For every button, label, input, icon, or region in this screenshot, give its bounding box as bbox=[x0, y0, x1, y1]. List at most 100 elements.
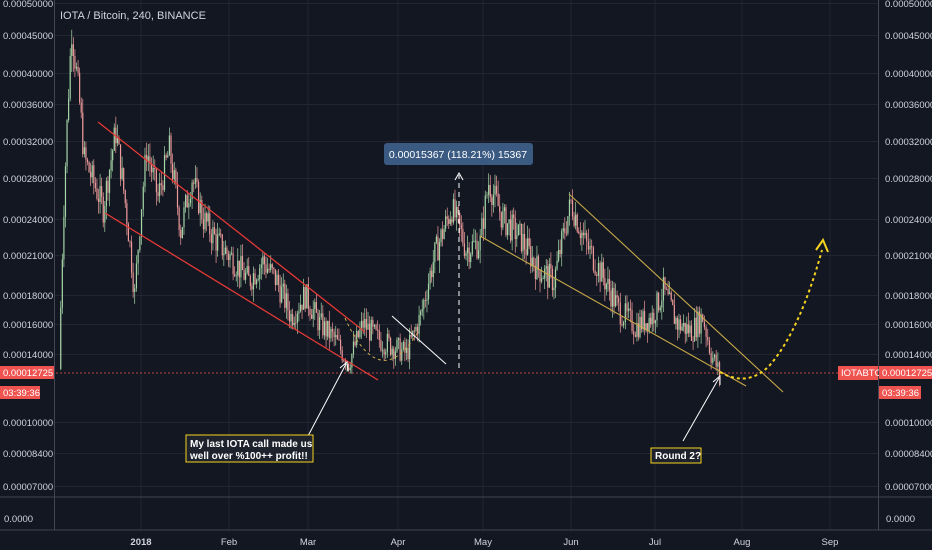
candle-body bbox=[571, 200, 574, 217]
candle-body bbox=[712, 357, 714, 363]
gold-channel-upper[interactable] bbox=[568, 193, 784, 393]
y-tick-label: 0.00028000 bbox=[3, 174, 53, 185]
indicator-tick-left: 0.0000 bbox=[4, 514, 33, 525]
candle-body bbox=[562, 228, 564, 232]
candle-body bbox=[246, 266, 248, 273]
candle-body bbox=[183, 207, 185, 228]
y-tick-label: 0.00014000 bbox=[3, 350, 53, 361]
candle-body bbox=[99, 186, 101, 202]
candle-body bbox=[426, 299, 428, 301]
candle-body bbox=[611, 287, 614, 307]
candle-body bbox=[150, 164, 153, 173]
candle-body bbox=[587, 241, 589, 250]
candle-body bbox=[573, 216, 575, 226]
candle-body bbox=[402, 342, 404, 350]
candle-body bbox=[500, 211, 502, 228]
candle-body bbox=[293, 322, 295, 326]
y-tick-label: 0.00021000 bbox=[885, 251, 932, 262]
candle-body bbox=[71, 44, 73, 57]
candle-body bbox=[85, 147, 87, 160]
candle-body bbox=[420, 311, 422, 316]
call-arrowhead bbox=[339, 361, 349, 372]
gold-channel-lower[interactable] bbox=[479, 235, 747, 387]
red-channel-lower[interactable] bbox=[104, 212, 379, 381]
candle-body bbox=[94, 182, 96, 189]
candle-body bbox=[273, 267, 275, 270]
candle-body bbox=[386, 333, 388, 353]
y-tick-label: 0.00050000 bbox=[885, 0, 932, 10]
y-axis-right[interactable]: 0.00050000 0.00045000 0.00040000 0.00036000… bbox=[885, 0, 932, 493]
candle-body bbox=[452, 199, 455, 223]
candle-body bbox=[322, 313, 324, 336]
candle-body bbox=[341, 350, 343, 361]
candle-body bbox=[270, 264, 272, 270]
candle-body bbox=[362, 320, 364, 328]
round-arrowhead bbox=[712, 374, 721, 385]
candle-body bbox=[440, 229, 442, 243]
candle-body bbox=[513, 214, 515, 219]
candle-body bbox=[268, 268, 270, 270]
candle-body bbox=[144, 154, 146, 187]
candle-body bbox=[126, 203, 128, 225]
candle-body bbox=[365, 318, 367, 330]
candle-body bbox=[147, 156, 149, 162]
y-tick-label: 0.00010000 bbox=[3, 418, 53, 429]
candle-body bbox=[381, 350, 384, 352]
y-tick-label: 0.00032000 bbox=[3, 137, 53, 148]
candle-body bbox=[519, 223, 521, 225]
candle-body bbox=[235, 275, 237, 277]
red-channel-upper[interactable] bbox=[97, 121, 366, 333]
candle-body bbox=[537, 256, 540, 270]
candle-body bbox=[476, 240, 478, 259]
candle-body bbox=[578, 231, 580, 234]
candle-body bbox=[687, 324, 689, 334]
call-note-line2: well over %100++ profit!! bbox=[189, 451, 308, 462]
candle-body bbox=[404, 342, 406, 353]
x-axis[interactable]: 2018 Feb Mar Apr May Jun Jul Aug Sep bbox=[130, 537, 838, 548]
candle-body bbox=[471, 241, 473, 255]
candle-body bbox=[397, 338, 400, 340]
candle-body bbox=[484, 195, 486, 229]
candle-body bbox=[591, 245, 593, 248]
candle-body bbox=[389, 337, 392, 355]
candle-body bbox=[604, 277, 606, 290]
candle-body bbox=[628, 308, 630, 312]
candle-body bbox=[673, 305, 675, 324]
candle-body bbox=[514, 218, 516, 239]
candle-body bbox=[435, 236, 437, 243]
candle-body bbox=[676, 317, 679, 330]
candle-body bbox=[77, 66, 79, 73]
y-axis-left[interactable]: 0.00050000 0.00045000 0.00040000 0.00036000… bbox=[3, 0, 53, 493]
candle-body bbox=[614, 295, 617, 307]
candle-body bbox=[105, 180, 107, 207]
candle-body bbox=[142, 186, 144, 210]
y-tick-label: 0.00016000 bbox=[885, 320, 932, 331]
candle-body bbox=[191, 182, 193, 200]
candle-body bbox=[163, 155, 166, 191]
y-tick-label: 0.00040000 bbox=[3, 69, 53, 80]
candle-body bbox=[482, 218, 485, 229]
candle-body bbox=[670, 292, 672, 300]
call-note: My last IOTA call made us well over %100… bbox=[185, 434, 314, 463]
candle-body bbox=[639, 316, 641, 338]
candle-body bbox=[621, 324, 623, 326]
candle-body bbox=[375, 325, 377, 330]
x-tick-label: Mar bbox=[300, 537, 316, 548]
candle-body bbox=[437, 236, 439, 261]
candle-body bbox=[466, 247, 469, 254]
candle-body bbox=[112, 150, 114, 161]
candle-body bbox=[96, 188, 98, 199]
candle-body bbox=[534, 265, 536, 280]
candle-body bbox=[199, 200, 201, 214]
candle-body bbox=[140, 209, 143, 237]
candle-body bbox=[217, 235, 219, 251]
candle-body bbox=[255, 280, 258, 285]
candle-body bbox=[218, 233, 220, 236]
candle-body bbox=[241, 256, 244, 271]
x-tick-label: Jul bbox=[649, 537, 661, 548]
candle-body bbox=[130, 241, 133, 273]
candle-body bbox=[415, 327, 417, 331]
y-tick-label: 0.00007000 bbox=[3, 482, 53, 493]
breakout-trendline[interactable] bbox=[391, 315, 447, 365]
